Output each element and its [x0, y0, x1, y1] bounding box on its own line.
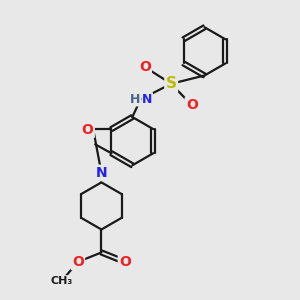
Text: O: O [139, 60, 151, 74]
Text: O: O [72, 255, 84, 269]
Text: CH₃: CH₃ [50, 276, 73, 286]
Text: H: H [130, 93, 141, 106]
Text: O: O [119, 255, 131, 269]
Text: O: O [82, 123, 94, 137]
Text: N: N [142, 93, 152, 106]
Text: O: O [186, 98, 198, 112]
Text: S: S [166, 76, 177, 91]
Text: N: N [96, 166, 107, 180]
